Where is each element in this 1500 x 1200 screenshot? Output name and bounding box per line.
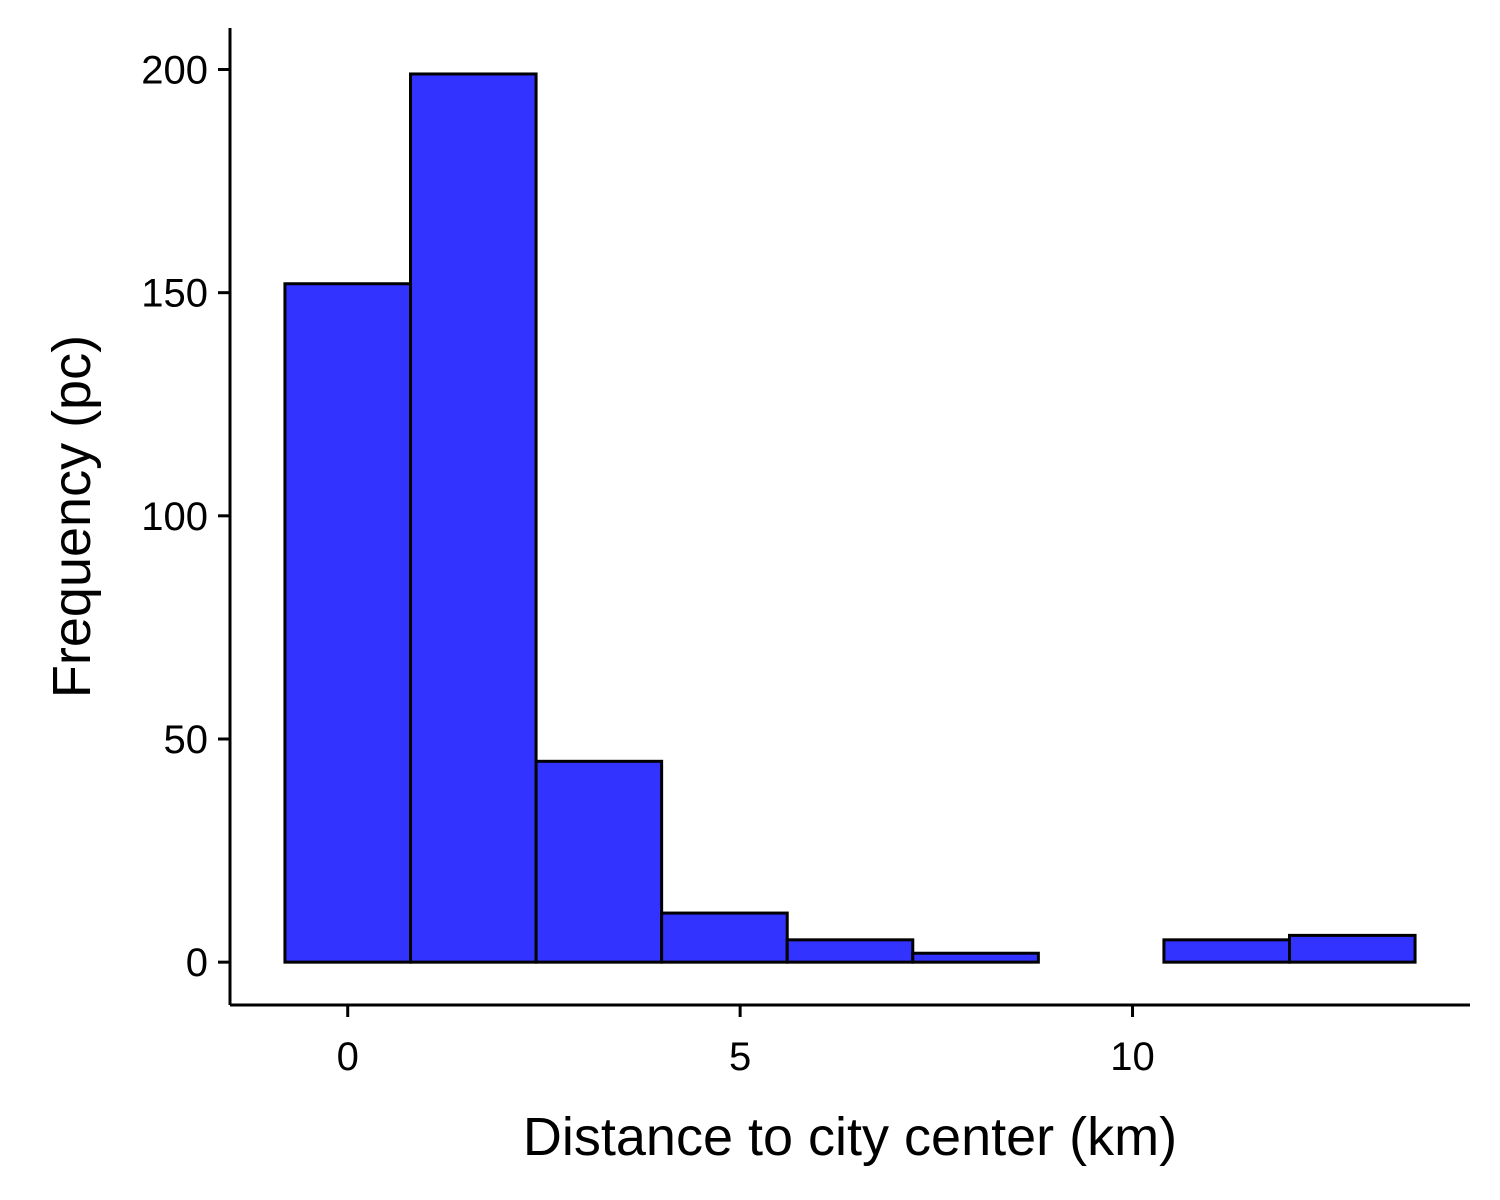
x-tick-label: 0 xyxy=(337,1035,359,1079)
ticks-layer: 0 50 100 150 200 0 5 10 xyxy=(141,49,1155,1079)
y-tick-label: 200 xyxy=(141,49,208,93)
histogram-bar-8 xyxy=(1162,938,1291,964)
y-tick-label: 150 xyxy=(141,272,208,316)
histogram-bar-1 xyxy=(283,282,413,964)
x-tick-label: 10 xyxy=(1110,1035,1155,1079)
histogram-bar-2 xyxy=(409,72,538,964)
histogram-bar-4 xyxy=(660,911,789,964)
bars-layer xyxy=(283,72,1417,964)
y-axis-title: Frequency (pc) xyxy=(42,335,102,698)
histogram-bar-9 xyxy=(1287,933,1417,964)
histogram-bar-3 xyxy=(534,759,664,964)
y-tick-label: 0 xyxy=(186,941,208,985)
histogram-bar-6 xyxy=(911,951,1040,964)
x-axis-title: Distance to city center (km) xyxy=(523,1107,1177,1167)
x-tick-label: 5 xyxy=(729,1035,751,1079)
y-tick-label: 100 xyxy=(141,495,208,539)
y-tick-label: 50 xyxy=(164,718,209,762)
histogram-bar-5 xyxy=(785,938,915,964)
